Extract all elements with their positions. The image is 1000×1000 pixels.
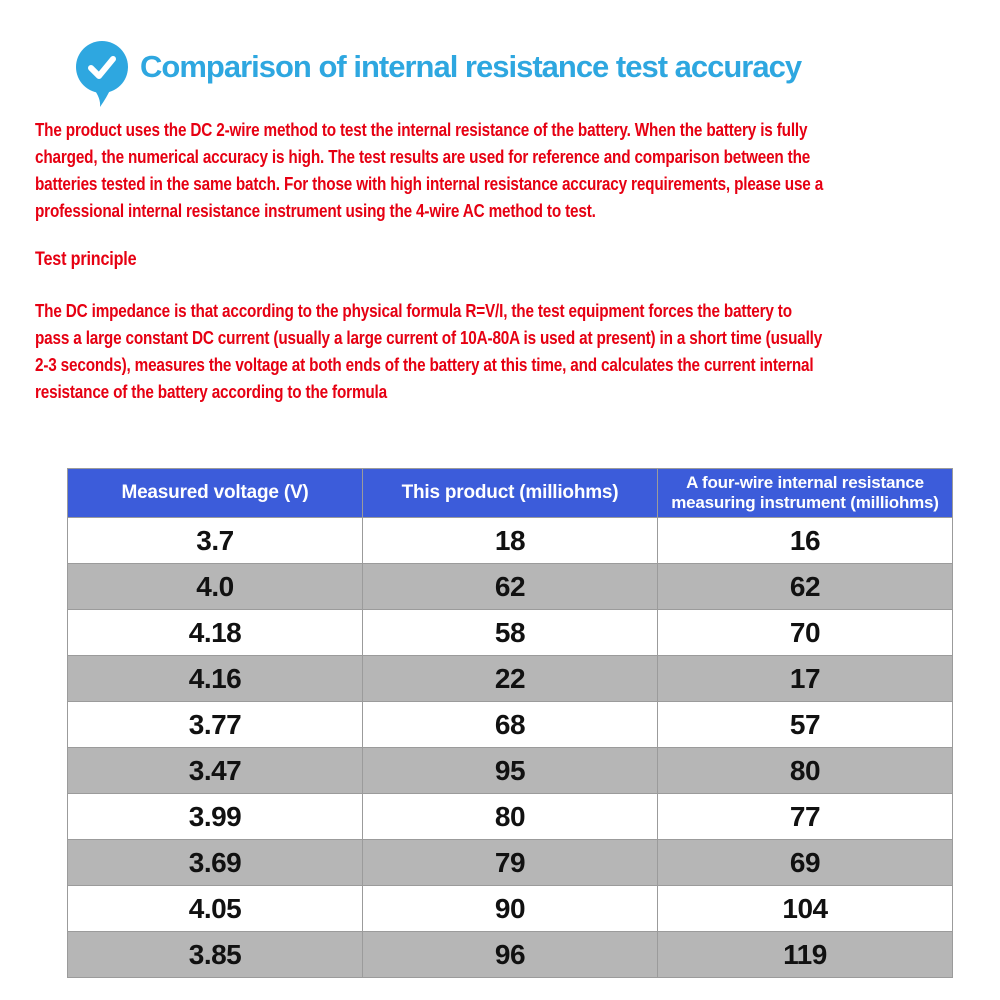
table-cell: 3.69 [67, 839, 363, 886]
table-cell: 3.99 [67, 793, 363, 840]
page-title: Comparison of internal resistance test a… [140, 49, 802, 84]
table-cell: 90 [362, 885, 658, 932]
table-cell: 95 [362, 747, 658, 794]
table-cell: 68 [362, 701, 658, 748]
principle-paragraph: The DC impedance is that according to th… [35, 301, 823, 402]
table-cell: 18 [362, 517, 658, 564]
table-row: 4.0 62 62 [67, 563, 953, 610]
table-cell: 58 [362, 609, 658, 656]
table-cell: 80 [362, 793, 658, 840]
table-cell: 79 [362, 839, 658, 886]
table-cell: 4.0 [67, 563, 363, 610]
table-cell: 3.7 [67, 517, 363, 564]
table-cell: 4.05 [67, 885, 363, 932]
table-cell: 4.16 [67, 655, 363, 702]
table-cell: 62 [362, 563, 658, 610]
table-row: 3.99 80 77 [67, 793, 953, 840]
table-row: 3.69 79 69 [67, 839, 953, 886]
column-header: This product (milliohms) [362, 468, 658, 518]
comparison-table: Measured voltage (V) This product (millio… [67, 468, 953, 978]
table-cell: 57 [657, 701, 953, 748]
table-cell: 104 [657, 885, 953, 932]
table-cell: 62 [657, 563, 953, 610]
table-body: 3.7 18 16 4.0 62 62 4.18 58 70 4.16 22 17 3.77 68 57 3.… [67, 517, 953, 978]
table-row: 3.77 68 57 [67, 701, 953, 748]
page-header: Comparison of internal resistance test a… [76, 40, 802, 108]
table-cell: 96 [362, 931, 658, 978]
table-cell: 3.47 [67, 747, 363, 794]
table-row: 4.05 90 104 [67, 885, 953, 932]
column-header: A four-wire internal resistance measurin… [657, 468, 953, 518]
table-cell: 3.85 [67, 931, 363, 978]
table-cell: 4.18 [67, 609, 363, 656]
table-cell: 77 [657, 793, 953, 840]
table-cell: 16 [657, 517, 953, 564]
table-cell: 70 [657, 609, 953, 656]
table-header-row: Measured voltage (V) This product (millio… [67, 468, 953, 518]
table-head: Measured voltage (V) This product (millio… [67, 468, 953, 518]
table-cell: 69 [657, 839, 953, 886]
table-cell: 80 [657, 747, 953, 794]
table-row: 4.18 58 70 [67, 609, 953, 656]
table-row: 4.16 22 17 [67, 655, 953, 702]
table-cell: 3.77 [67, 701, 363, 748]
column-header: Measured voltage (V) [67, 468, 363, 518]
intro-paragraph: The product uses the DC 2-wire method to… [35, 120, 824, 221]
table-row: 3.85 96 119 [67, 931, 953, 978]
table-cell: 119 [657, 931, 953, 978]
section-heading: Test principle [35, 249, 137, 270]
table-cell: 22 [362, 655, 658, 702]
table-row: 3.47 95 80 [67, 747, 953, 794]
check-bubble-icon [76, 40, 128, 108]
table-cell: 17 [657, 655, 953, 702]
table-row: 3.7 18 16 [67, 517, 953, 564]
